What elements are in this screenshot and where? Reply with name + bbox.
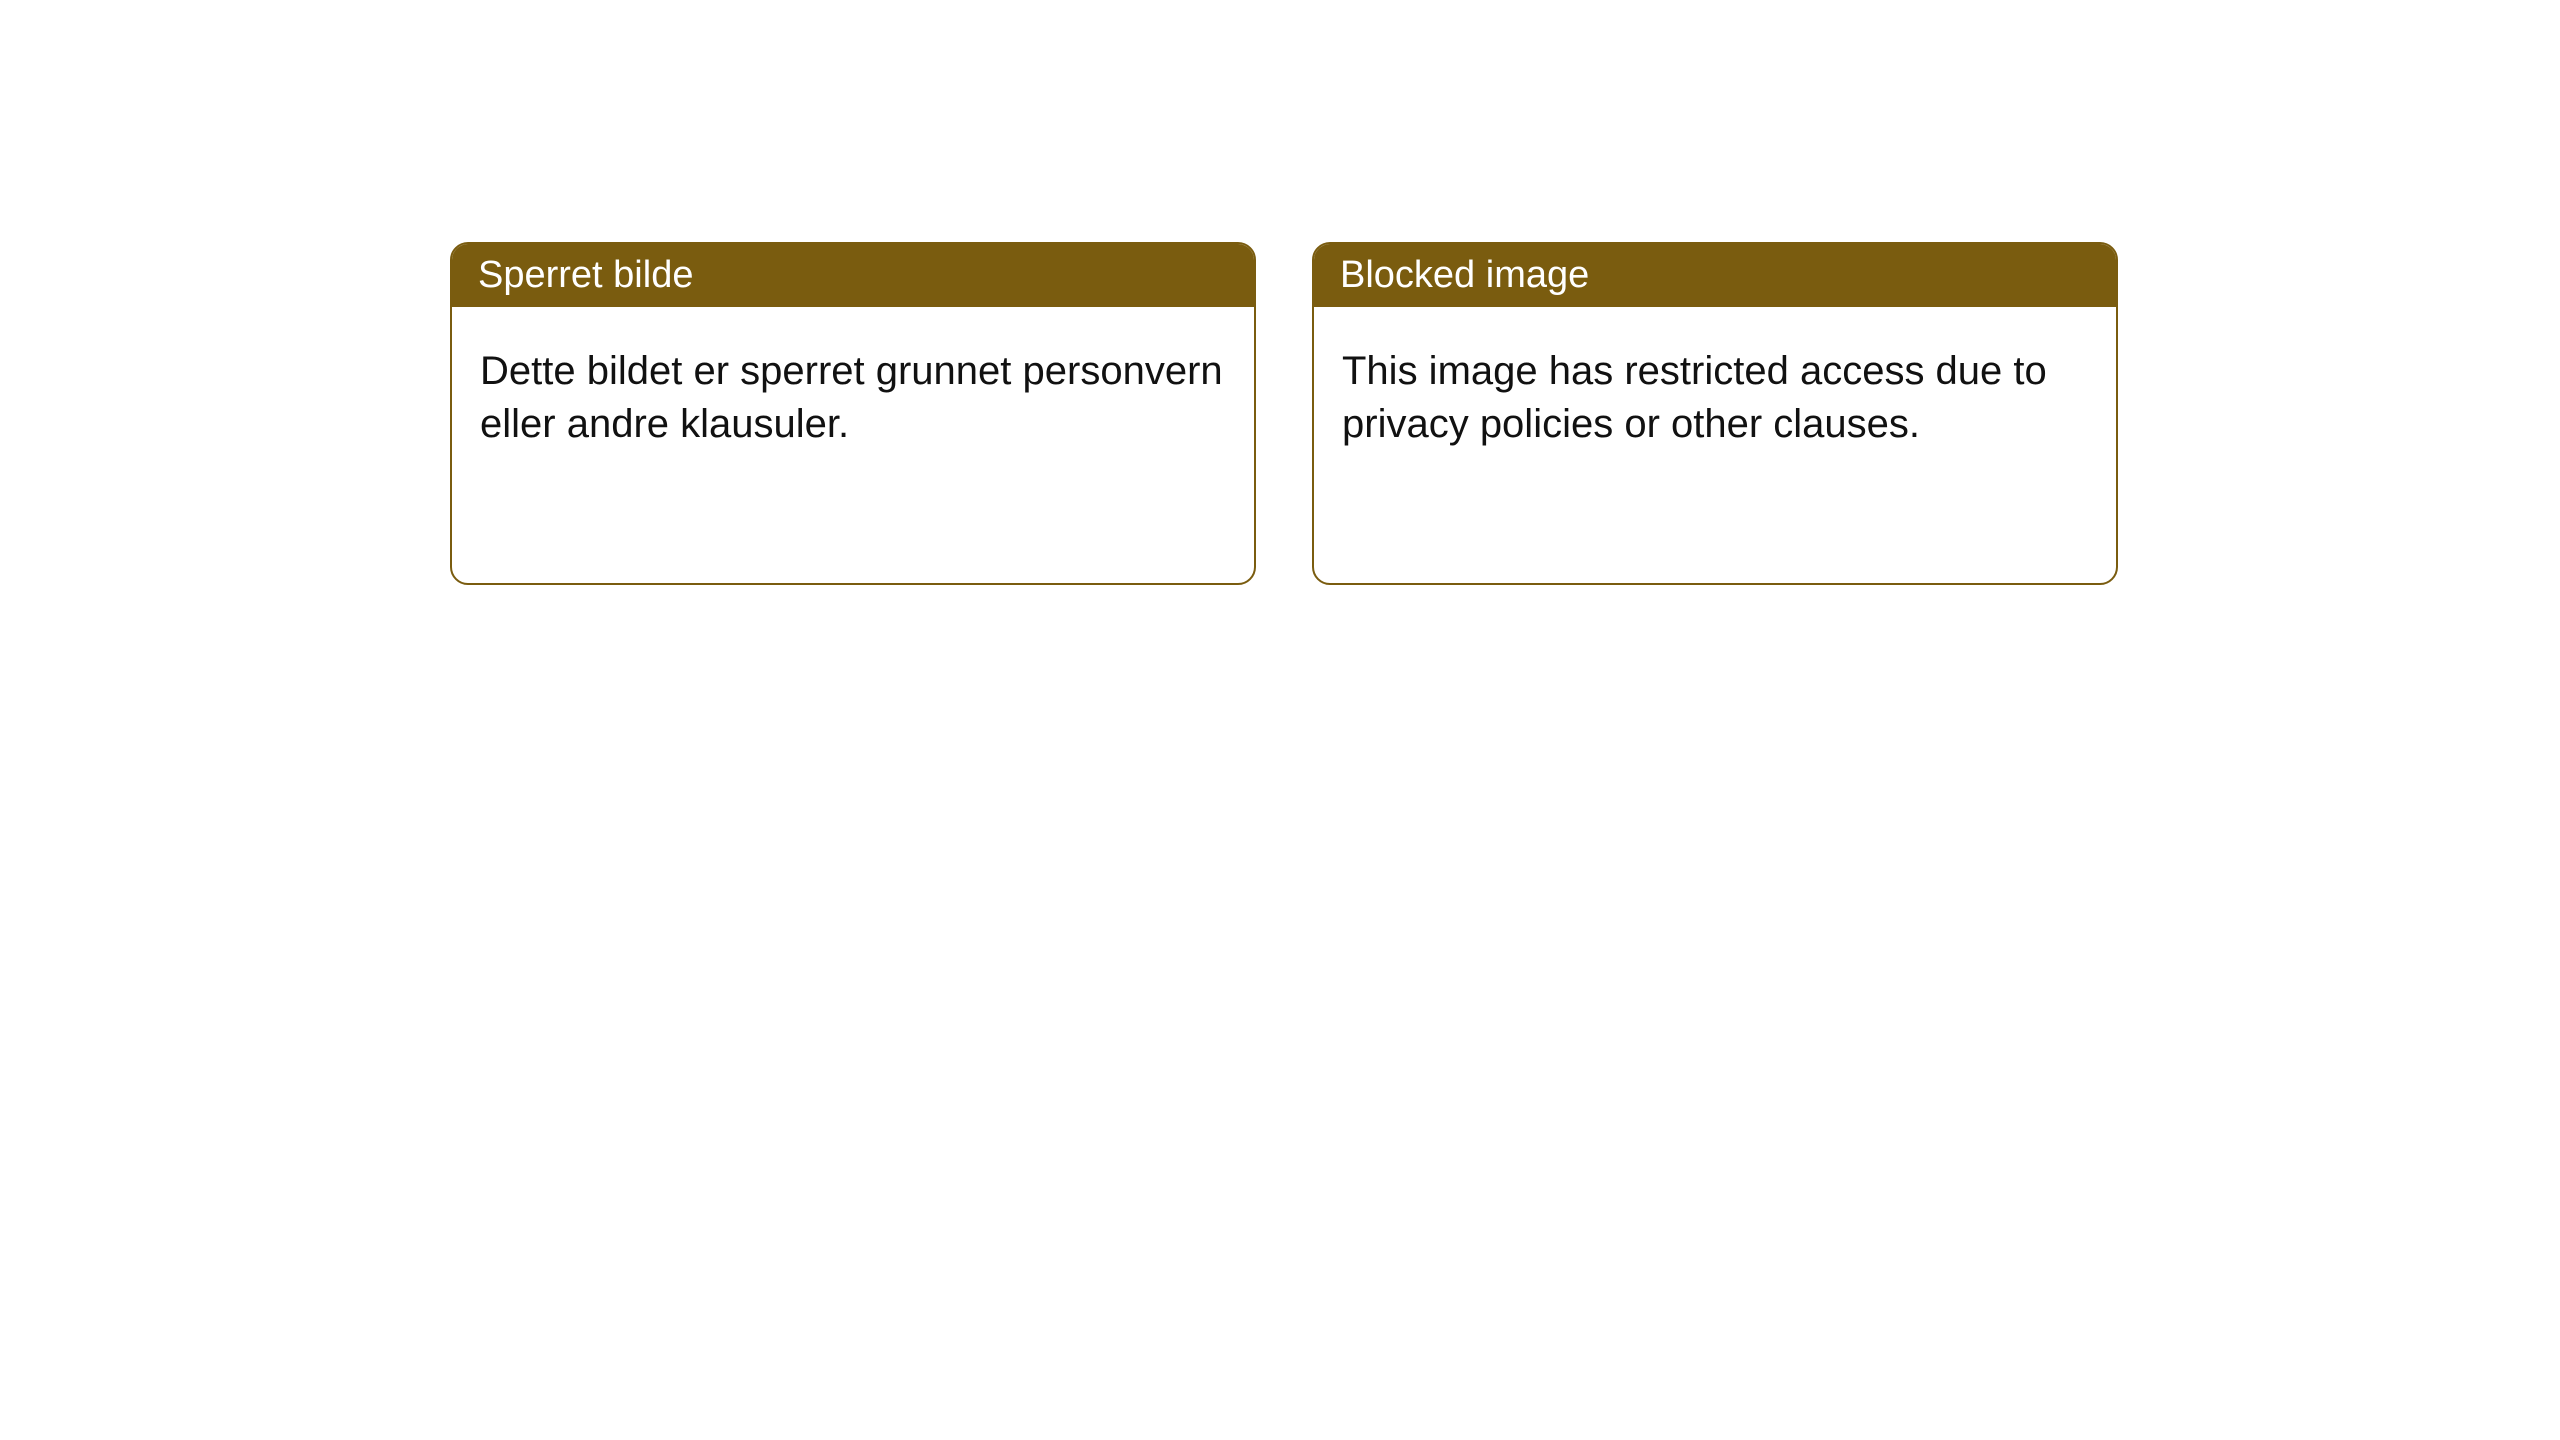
notice-card-en: Blocked image This image has restricted … bbox=[1312, 242, 2118, 585]
notice-body-en: This image has restricted access due to … bbox=[1314, 307, 2116, 583]
notice-container: Sperret bilde Dette bildet er sperret gr… bbox=[0, 0, 2560, 585]
notice-header-no: Sperret bilde bbox=[452, 244, 1254, 307]
notice-header-en: Blocked image bbox=[1314, 244, 2116, 307]
notice-card-no: Sperret bilde Dette bildet er sperret gr… bbox=[450, 242, 1256, 585]
notice-body-no: Dette bildet er sperret grunnet personve… bbox=[452, 307, 1254, 583]
